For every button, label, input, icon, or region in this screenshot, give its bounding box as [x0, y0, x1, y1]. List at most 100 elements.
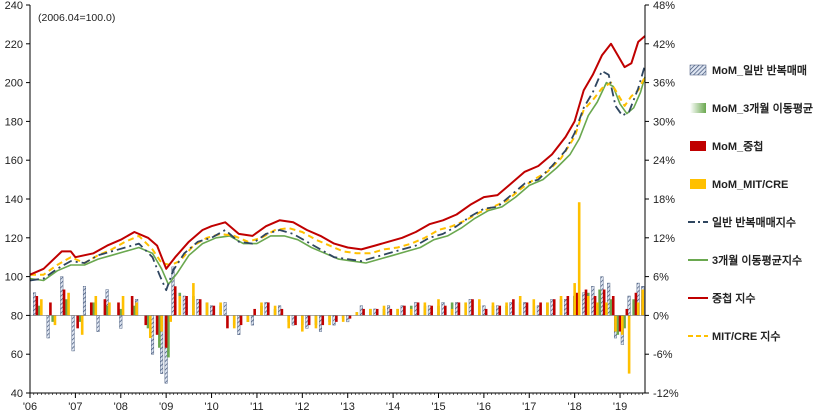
x-tick-label: '07: [68, 401, 82, 413]
mom_mitcre-bar: [205, 302, 209, 316]
mom_median-bar: [611, 296, 615, 316]
mom_ma3-bar: [158, 315, 161, 348]
mom_median-bar: [584, 289, 588, 316]
legend-label: 일반 반복매매지수: [712, 215, 796, 229]
mom_median-bar: [602, 289, 606, 316]
mom_general-bar: [346, 315, 350, 323]
mom_general-bar: [223, 302, 227, 316]
x-tick-label: '18: [567, 401, 581, 413]
mom_general-bar: [414, 302, 418, 316]
mom_general-bar: [495, 305, 499, 316]
mom_median-bar: [144, 315, 148, 326]
right-tick-label: -6%: [653, 349, 673, 361]
mom_general-bar: [196, 299, 200, 316]
mom_general-bar: [182, 295, 186, 316]
mom_median-bar: [403, 305, 406, 316]
left-tick-label: 80: [11, 310, 23, 322]
mom_median-bar: [280, 308, 284, 316]
mom_general-bar: [582, 292, 586, 316]
mom_mitcre-bar: [573, 283, 576, 316]
mom_mitcre-bar: [614, 315, 617, 332]
right-axis-ticks: -12% -6% 0% 6% 12% 18% 24% 30% 36% 42% 48%: [645, 0, 679, 400]
right-tick-label: 12%: [653, 233, 675, 245]
mom_ma3-bar: [632, 299, 635, 316]
mom_median-bar: [389, 308, 393, 316]
mom_mitcre-bar: [108, 302, 111, 316]
mom_mitcre-bar: [232, 315, 236, 329]
mom_general-bar: [237, 315, 241, 335]
mom_mitcre-bar: [636, 302, 640, 316]
mom_mitcre-bar: [80, 315, 84, 335]
mom_median-bar: [348, 315, 352, 319]
mom_mitcre-bar: [314, 315, 318, 329]
mom_general-bar: [600, 276, 604, 316]
mom_mitcre-bar: [423, 302, 427, 316]
mom_mitcre-bar: [641, 289, 645, 316]
legend-label: MoM_MIT/CRE: [712, 179, 788, 191]
mom_general-bar: [278, 305, 282, 316]
right-tick-label: 0%: [653, 310, 669, 322]
mom_mitcre-bar: [355, 312, 359, 316]
mom_general-bar: [387, 305, 391, 316]
mom_median-bar: [625, 308, 629, 316]
mom_ma3-bar: [146, 315, 150, 329]
mom-bars: [30, 202, 645, 384]
mom_general-bar: [96, 315, 100, 332]
mom_general-bar: [46, 315, 50, 339]
mom_median-bar: [575, 292, 579, 316]
legend-label: MoM_3개월 이동평균: [712, 101, 813, 115]
mom_mitcre-bar: [121, 296, 125, 316]
mom_general-bar: [550, 299, 554, 316]
mom_median-bar: [593, 296, 597, 316]
mom_mitcre-bar: [409, 308, 413, 316]
index-lines: [29, 35, 646, 292]
mom_median-bar: [335, 315, 338, 322]
mom_general-bar: [627, 295, 631, 316]
mom_mitcre-bar: [478, 299, 481, 316]
mom_mitcre-bar: [396, 308, 399, 316]
mom_mitcre-bar: [328, 315, 331, 326]
mom_ma3-bar: [37, 305, 41, 316]
mom_median-bar: [49, 302, 52, 316]
mom_mitcre-bar: [53, 315, 57, 326]
plot-area: [29, 35, 646, 384]
mom_general-bar: [373, 308, 377, 316]
mom_median-bar: [198, 299, 202, 316]
mom_ma3-bar: [167, 315, 170, 358]
mom_median-bar: [103, 299, 107, 316]
mom_general-bar: [441, 302, 445, 316]
left-tick-label: 40: [11, 388, 23, 400]
left-tick-label: 60: [11, 349, 23, 361]
x-tick-label: '06: [23, 401, 37, 413]
mom_general-bar: [427, 305, 431, 316]
mom_median-bar: [362, 308, 365, 316]
mom_general-bar: [318, 315, 322, 332]
mom_mitcre-bar: [341, 315, 345, 322]
right-tick-label: 18%: [653, 194, 675, 206]
mom_mitcre-bar: [546, 302, 549, 316]
idx_general-line: [29, 64, 646, 292]
right-tick-label: -12%: [653, 388, 679, 400]
mom_median-bar: [566, 296, 570, 316]
mom_mitcre-bar: [287, 315, 291, 329]
mom_mitcre-bar: [382, 305, 386, 316]
mom_general-bar: [509, 302, 513, 316]
x-tick-label: '16: [477, 401, 491, 413]
mom_general-bar: [455, 302, 459, 316]
legend-label: MIT/CRE 지수: [712, 329, 781, 343]
mom_median-bar: [321, 315, 325, 326]
mom_median-bar: [484, 308, 488, 316]
mom_general-bar: [60, 276, 64, 316]
left-tick-label: 140: [5, 194, 23, 206]
mom_mitcre-bar: [246, 315, 250, 322]
mom_mitcre-bar: [94, 296, 98, 316]
left-tick-label: 160: [5, 155, 23, 167]
mom_mitcre-bar: [505, 302, 508, 316]
mom_general-bar: [291, 315, 295, 326]
chart-note: (2006.04=100.0): [38, 12, 115, 24]
mom_general-bar: [82, 286, 86, 316]
mom_median-bar: [498, 305, 502, 316]
left-tick-label: 180: [5, 116, 23, 128]
mom_median-bar: [173, 286, 177, 316]
